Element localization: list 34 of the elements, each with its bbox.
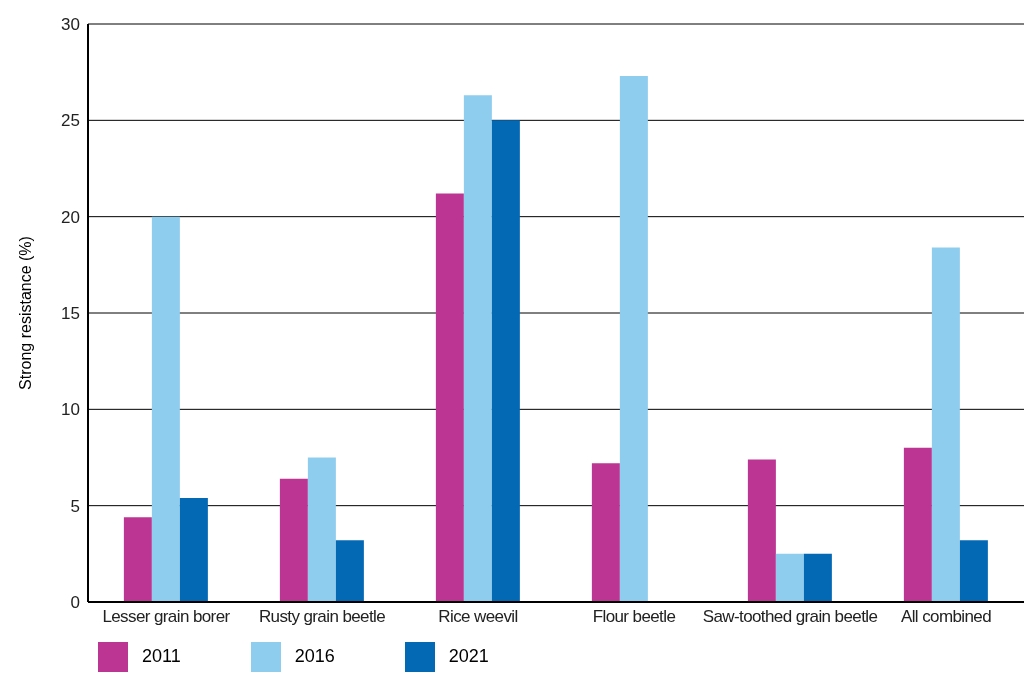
bar: [619, 76, 648, 602]
y-tick-label: 20: [61, 207, 80, 227]
bar: [335, 540, 364, 602]
bar: [747, 459, 776, 602]
x-tick-label: Rice weevil: [438, 607, 518, 627]
legend-label: 2016: [294, 645, 335, 666]
bar: [775, 553, 804, 602]
x-tick-label: Saw-toothed grain beetle: [702, 607, 878, 627]
bar: [931, 247, 960, 602]
x-tick-label: Flour beetle: [592, 607, 676, 627]
bar: [279, 478, 308, 602]
bar: [123, 517, 152, 602]
legend-label: 2011: [142, 645, 181, 666]
bar: [959, 540, 988, 602]
x-tick-label: Rusty grain beetle: [258, 607, 386, 627]
x-tick-label: Lesser grain borer: [102, 607, 231, 627]
y-tick-label: 30: [61, 15, 80, 35]
y-tick-label: 0: [70, 593, 80, 613]
bar: [151, 216, 180, 602]
y-tick-label: 10: [61, 400, 80, 420]
x-tick-label: All combined: [900, 607, 992, 627]
bar: [591, 463, 620, 602]
legend-label: 2021: [448, 645, 489, 666]
bar: [803, 553, 832, 602]
bar: [903, 447, 932, 602]
bar: [435, 193, 464, 602]
bar: [491, 120, 520, 602]
y-tick-label: 25: [61, 111, 80, 131]
y-axis-title: Strong resistance (%): [16, 236, 34, 390]
y-tick-label: 5: [70, 496, 80, 516]
bar: [307, 457, 336, 602]
y-tick-label: 15: [61, 304, 80, 324]
bar: [463, 95, 492, 602]
bar: [179, 497, 208, 602]
